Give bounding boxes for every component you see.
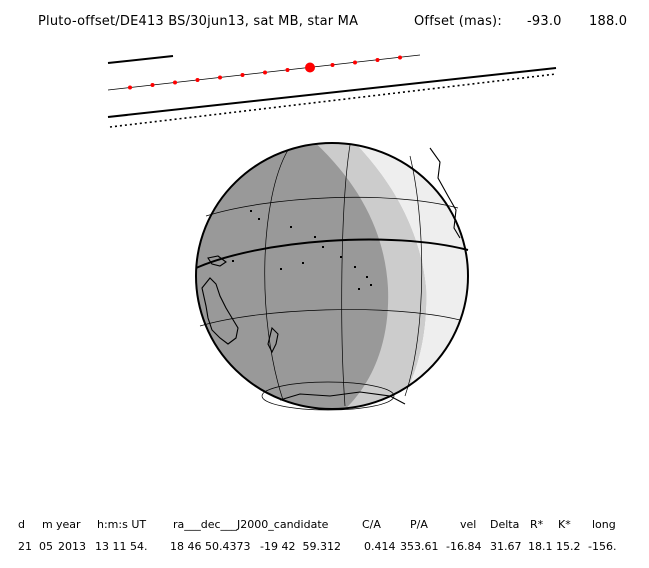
value-year: 2013 <box>58 540 86 553</box>
table-header-row: d m year h:m:s UT ra___dec___J2000_candi… <box>0 518 649 534</box>
col-header-delta: Delta <box>490 518 520 531</box>
value-kstar: 15.2 <box>556 540 581 553</box>
col-header-hms: h:m:s UT <box>97 518 147 531</box>
new-guinea-coast <box>207 255 227 267</box>
col-header-radec: ra___dec___J2000_candidate <box>173 518 329 531</box>
track-dot <box>218 75 222 80</box>
graticule <box>199 144 461 411</box>
meridian-2 <box>341 144 351 407</box>
track-dots <box>128 55 402 90</box>
coastlines <box>201 147 461 405</box>
scale-bar <box>107 55 174 64</box>
plot-title: Pluto-offset/DE413 BS/30jun13, sat MB, s… <box>38 14 359 29</box>
col-header-d: d <box>18 518 25 531</box>
col-header-m: m <box>42 518 53 531</box>
polar-circle <box>261 381 395 411</box>
table-value-row: 21 05 2013 13 11 54. 18 46 50.4373 -19 4… <box>0 540 649 556</box>
island-dots <box>232 210 372 290</box>
track-dot <box>353 60 357 65</box>
col-header-vel: vel <box>460 518 477 531</box>
value-delta: 31.67 <box>490 540 522 553</box>
meridian-3 <box>404 155 423 397</box>
col-header-ca: C/A <box>362 518 381 531</box>
value-rstar: 18.1 <box>528 540 553 553</box>
new-zealand-coast <box>267 326 279 354</box>
track-dot <box>263 70 267 75</box>
meridian-1 <box>264 149 289 401</box>
track-dot <box>240 73 245 77</box>
value-ca: 0.414 <box>364 540 396 553</box>
australia-coast <box>201 277 239 345</box>
penumbra-band <box>328 143 427 409</box>
parallel-south <box>199 309 461 327</box>
col-header-year: year <box>56 518 81 531</box>
shadow-limit-line <box>107 67 557 118</box>
col-header-kstar: K* <box>558 518 571 531</box>
track-dot <box>150 83 155 87</box>
offset-label: Offset (mas): <box>414 14 502 29</box>
track-dot <box>330 63 335 67</box>
value-long: -156. <box>588 540 617 553</box>
value-m: 05 <box>39 540 53 553</box>
occultation-track-diagram <box>107 54 557 128</box>
value-pa: 353.61 <box>400 540 439 553</box>
globe-outline <box>195 142 469 410</box>
value-vel: -16.84 <box>446 540 482 553</box>
col-header-pa: P/A <box>410 518 428 531</box>
closest-approach-dot <box>305 62 315 73</box>
parallel-north <box>205 196 459 217</box>
track-dot <box>173 80 177 85</box>
col-header-rstar: R* <box>530 518 544 531</box>
track-dot <box>285 68 290 72</box>
day-ocean <box>350 143 468 409</box>
track-dot <box>128 85 132 90</box>
track-dot <box>398 55 402 60</box>
track-dot <box>375 58 380 62</box>
value-hms: 13 11 54. <box>95 540 148 553</box>
americas-coast <box>429 147 461 239</box>
offset-ra: -93.0 <box>527 14 562 29</box>
header: Pluto-offset/DE413 BS/30jun13, sat MB, s… <box>0 14 649 34</box>
value-dec: -19 42 59.312 <box>260 540 341 553</box>
earth-globe <box>195 142 469 411</box>
value-d: 21 <box>18 540 32 553</box>
track-dot <box>195 78 200 82</box>
equator <box>195 238 469 269</box>
offset-dec: 188.0 <box>589 14 628 29</box>
value-ra: 18 46 50.4373 <box>170 540 251 553</box>
col-header-long: long <box>592 518 616 531</box>
antarctica-coast <box>279 391 406 405</box>
